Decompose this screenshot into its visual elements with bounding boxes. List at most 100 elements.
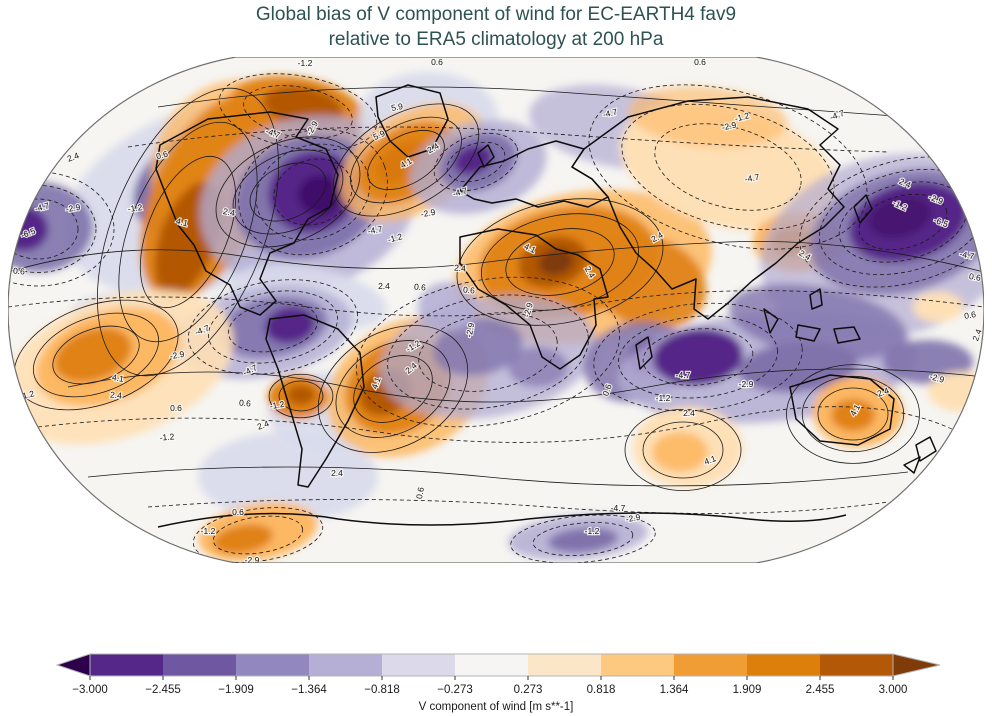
contour-line bbox=[157, 86, 909, 118]
colorbar-tick-label: 2.455 bbox=[806, 684, 835, 696]
contour-ring bbox=[228, 301, 318, 353]
contour-label: -2.9 bbox=[927, 192, 944, 206]
contour-ring bbox=[642, 421, 724, 479]
contour-label: 2.4 bbox=[378, 281, 390, 291]
bias-fill-region bbox=[548, 527, 618, 553]
colorbar-tick-label: 3.000 bbox=[879, 684, 908, 696]
contour-label: 0.6 bbox=[694, 57, 706, 67]
coastline bbox=[375, 84, 449, 158]
contour-ring bbox=[624, 408, 742, 491]
colorbar: −3.000 −2.455 −1.909 −1.364 −0.818 −0.273 0.27… bbox=[0, 652, 992, 716]
bias-fill-region bbox=[453, 145, 493, 175]
contour-ring bbox=[801, 375, 905, 453]
contour-ring bbox=[317, 325, 469, 453]
contour-label: -4.7 bbox=[676, 370, 691, 380]
contour-label: -2.9 bbox=[245, 555, 260, 563]
figure-title-line2: relative to ERA5 climatology at 200 hPa bbox=[328, 29, 664, 50]
contour-ring bbox=[8, 198, 79, 260]
contour-label: 0.6 bbox=[414, 282, 427, 293]
contour-ring bbox=[480, 213, 640, 311]
contour-label: 2.4 bbox=[48, 475, 62, 490]
colorbar-segment bbox=[309, 654, 383, 676]
bias-fill-region bbox=[287, 385, 315, 405]
contour-ring bbox=[642, 328, 754, 386]
coastline bbox=[157, 512, 847, 528]
contour-label: -1.2 bbox=[201, 526, 216, 536]
contour-ring bbox=[118, 121, 258, 343]
colorbar-axis-label: V component of wind [m s**-1] bbox=[419, 701, 574, 713]
contour-ring bbox=[356, 276, 620, 428]
bias-fill-region bbox=[433, 318, 523, 376]
contour-label: -2.9 bbox=[65, 202, 81, 214]
contour-ring bbox=[238, 128, 388, 256]
bias-fill-region bbox=[883, 340, 973, 384]
contour-ring bbox=[593, 302, 803, 412]
contour-ring bbox=[278, 380, 324, 412]
contour-label: -1.2 bbox=[656, 393, 671, 403]
contour-ring bbox=[817, 387, 889, 441]
map-clipped-group: -1.2 0.6 0.62.4 0.6-4.7 -2.9 -1.2-6.54.12.4-4… bbox=[8, 57, 984, 563]
colorbar-tick-label: −1.364 bbox=[291, 684, 327, 696]
contour-line bbox=[8, 290, 984, 317]
colorbar-segment bbox=[236, 654, 310, 676]
contour-label: 2.4 bbox=[222, 206, 236, 218]
contour-line bbox=[127, 126, 889, 153]
coastline bbox=[809, 288, 823, 310]
contour-ring bbox=[249, 162, 327, 222]
coastline bbox=[459, 228, 609, 370]
colorbar-segment bbox=[601, 654, 675, 676]
contour-label: 2.4 bbox=[331, 468, 343, 478]
coastline bbox=[571, 96, 845, 320]
coastline bbox=[635, 336, 653, 370]
map-boundary bbox=[8, 57, 984, 563]
contour-label: -1.2 bbox=[269, 399, 285, 411]
colorbar-segment bbox=[90, 654, 164, 676]
bias-fill-region bbox=[868, 195, 932, 239]
contour-ring bbox=[456, 198, 664, 326]
colorbar-under-arrow bbox=[55, 653, 91, 677]
contour-ring bbox=[188, 279, 358, 375]
contour-label: -2.9 bbox=[625, 512, 641, 524]
colorbar-tick-label: −3.000 bbox=[72, 684, 108, 696]
contour-ring bbox=[208, 290, 338, 364]
contour-ring bbox=[353, 355, 433, 423]
colorbar-segment bbox=[382, 654, 456, 676]
contour-ring bbox=[268, 373, 334, 419]
colorbar-segment bbox=[455, 654, 529, 676]
colorbar-segment bbox=[747, 654, 821, 676]
contour-label: -4.7 bbox=[959, 249, 975, 261]
figure-title: Global bias of V component of wind for E… bbox=[0, 2, 992, 52]
bias-fill-region bbox=[508, 347, 568, 387]
contour-label: 0.6 bbox=[968, 271, 982, 283]
contour-ring bbox=[332, 103, 480, 217]
colorbar-tick-label: 1.909 bbox=[733, 684, 762, 696]
contour-ring bbox=[433, 132, 519, 192]
bias-fill-region bbox=[54, 327, 132, 383]
contour-label: -1.2 bbox=[159, 431, 175, 442]
contour-line bbox=[8, 240, 984, 273]
contour-line bbox=[67, 368, 984, 403]
contour-label: 0.6 bbox=[155, 149, 169, 162]
contour-ring bbox=[212, 515, 304, 555]
world-bias-map: -1.2 0.6 0.6 2.4 0.6 -4.7 -2.9 -1.2 -6.5 4.1 2.4 -4… bbox=[8, 57, 984, 563]
contour-line bbox=[37, 406, 959, 443]
contour-ring bbox=[192, 507, 324, 563]
colorbar-tick-label: −2.455 bbox=[145, 684, 181, 696]
coastline bbox=[853, 194, 873, 224]
contour-label: 2.4 bbox=[970, 327, 984, 342]
contour-ring bbox=[367, 130, 445, 190]
colorbar-segment bbox=[163, 654, 237, 676]
coastline bbox=[833, 326, 861, 344]
contour-ring bbox=[52, 325, 140, 385]
contour-label: -2.9 bbox=[169, 349, 185, 361]
contour-label: 2.4 bbox=[683, 408, 695, 418]
bias-fill-region bbox=[213, 524, 273, 554]
bias-fill-region bbox=[652, 432, 708, 472]
contour-label: -4.7 bbox=[602, 107, 619, 120]
contour-label: 2.4 bbox=[454, 263, 467, 274]
colorbar-tick-label: 0.818 bbox=[587, 684, 616, 696]
contour-ring bbox=[618, 315, 778, 399]
contour-label: -1.2 bbox=[585, 526, 600, 536]
colorbar-svg: −3.000 −2.455 −1.909 −1.364 −0.818 −0.273 0.27… bbox=[55, 653, 941, 713]
